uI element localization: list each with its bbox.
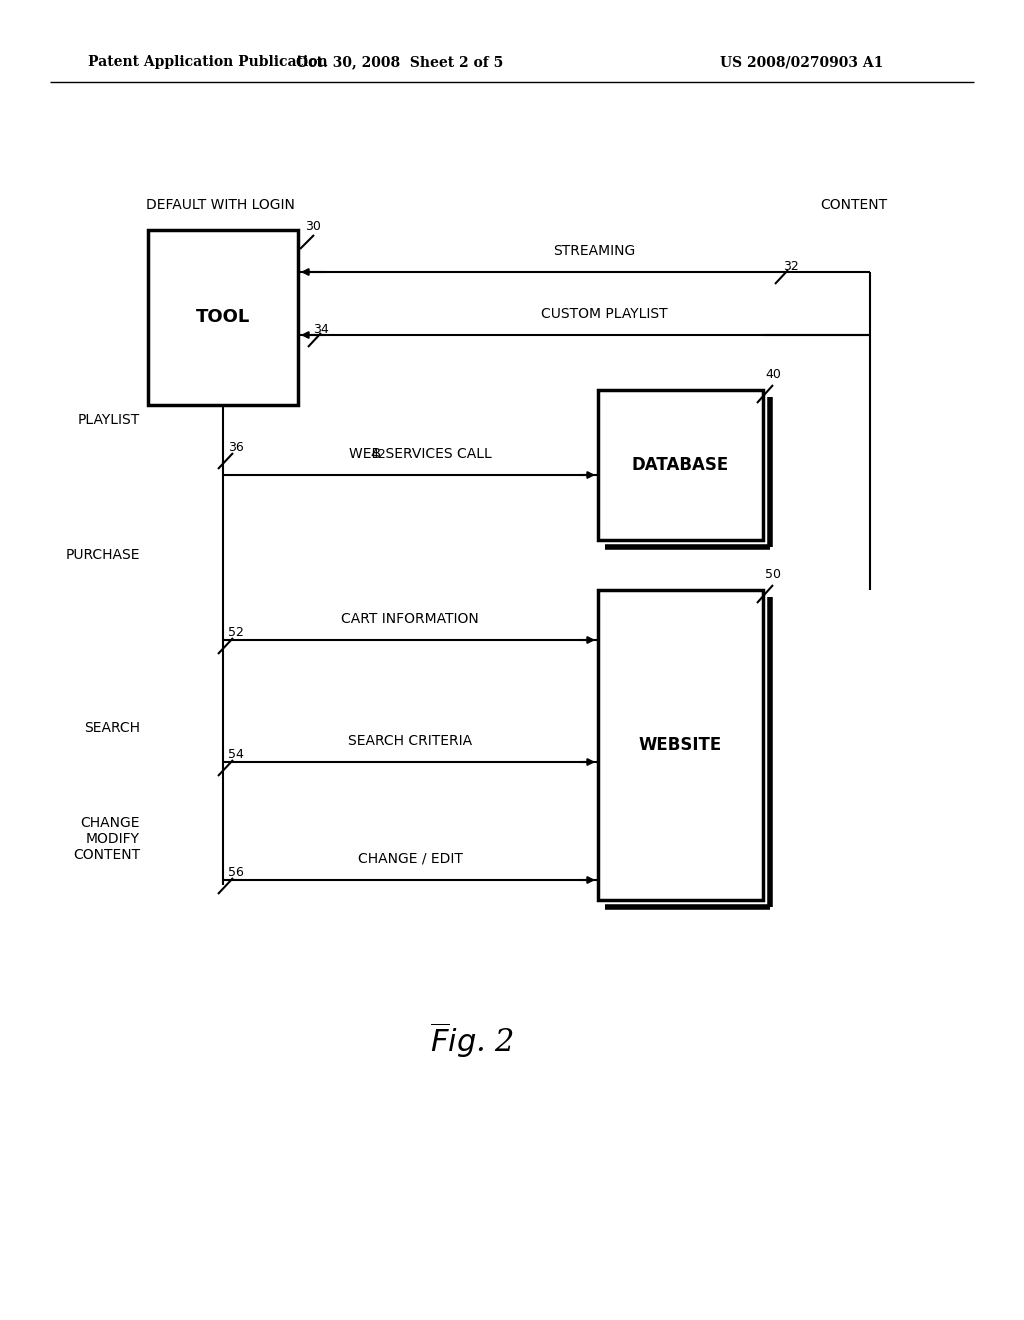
Text: 40: 40 bbox=[765, 368, 781, 381]
Text: DEFAULT WITH LOGIN: DEFAULT WITH LOGIN bbox=[146, 198, 295, 213]
Text: MODIFY: MODIFY bbox=[86, 832, 140, 846]
Text: 32: 32 bbox=[783, 260, 799, 273]
Text: CART INFORMATION: CART INFORMATION bbox=[341, 612, 479, 626]
Bar bbox=[598, 590, 763, 900]
Text: 56: 56 bbox=[228, 866, 244, 879]
Text: 52: 52 bbox=[228, 626, 244, 639]
Text: WEBSITE: WEBSITE bbox=[638, 737, 722, 754]
Text: SEARCH: SEARCH bbox=[84, 721, 140, 735]
Text: TOOL: TOOL bbox=[196, 308, 250, 326]
Text: DATABASE: DATABASE bbox=[632, 455, 729, 474]
Text: CONTENT: CONTENT bbox=[73, 847, 140, 862]
Text: Oct. 30, 2008  Sheet 2 of 5: Oct. 30, 2008 Sheet 2 of 5 bbox=[296, 55, 504, 69]
Text: PURCHASE: PURCHASE bbox=[66, 548, 140, 562]
Text: WEB SERVICES CALL: WEB SERVICES CALL bbox=[348, 447, 492, 461]
Text: 36: 36 bbox=[228, 441, 244, 454]
Bar bbox=[598, 389, 763, 540]
Text: PLAYLIST: PLAYLIST bbox=[78, 413, 140, 426]
Text: SEARCH CRITERIA: SEARCH CRITERIA bbox=[348, 734, 472, 748]
Text: 50: 50 bbox=[765, 568, 781, 581]
Text: CONTENT: CONTENT bbox=[820, 198, 887, 213]
Text: US 2008/0270903 A1: US 2008/0270903 A1 bbox=[720, 55, 884, 69]
Bar bbox=[148, 230, 298, 405]
Text: STREAMING: STREAMING bbox=[553, 244, 635, 257]
Text: CHANGE: CHANGE bbox=[81, 816, 140, 830]
Text: CUSTOM PLAYLIST: CUSTOM PLAYLIST bbox=[541, 308, 668, 321]
Text: 34: 34 bbox=[313, 323, 329, 337]
Text: 42: 42 bbox=[370, 447, 386, 461]
Text: Patent Application Publication: Patent Application Publication bbox=[88, 55, 328, 69]
Text: $\overline{F}$$ig$. 2: $\overline{F}$$ig$. 2 bbox=[430, 1020, 514, 1060]
Text: 30: 30 bbox=[305, 220, 321, 234]
Text: CHANGE / EDIT: CHANGE / EDIT bbox=[357, 851, 463, 866]
Text: 54: 54 bbox=[228, 748, 244, 762]
